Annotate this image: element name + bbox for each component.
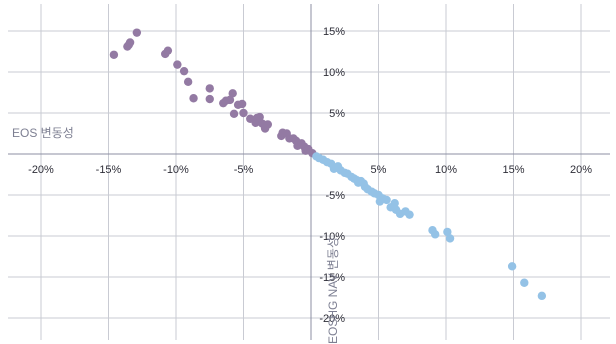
y-tick-label: 5% [329, 108, 345, 120]
data-point [443, 227, 452, 237]
data-point [255, 112, 264, 122]
x-tick-label: -5% [234, 164, 254, 176]
data-point [229, 109, 239, 119]
grid-lines [8, 4, 610, 340]
data-point [173, 60, 182, 69]
x-tick-label: 10% [435, 164, 457, 176]
x-tick-label: -10% [163, 164, 189, 176]
tick-labels: -20% -15% -10% -5% 5% 10% 15% 20% 15% 10% 5% -5% -10… [28, 26, 592, 325]
data-point [225, 95, 235, 105]
y-tick-label: 15% [323, 26, 345, 38]
data-point [205, 94, 214, 104]
data-point [390, 199, 399, 208]
data-point [537, 291, 547, 301]
x-tick-label: 20% [570, 164, 592, 176]
data-point [445, 234, 455, 243]
data-point [431, 230, 440, 239]
y-tick-label: -5% [325, 190, 345, 202]
y-tick-label: -20% [319, 313, 345, 325]
data-points [109, 28, 547, 301]
x-tick-label: 5% [371, 164, 387, 176]
data-point [125, 38, 135, 47]
data-point [382, 195, 391, 205]
x-axis-title: EOS 변동성 [12, 126, 74, 140]
data-point [179, 66, 189, 76]
data-point [405, 210, 414, 219]
x-tick-label: -20% [28, 164, 54, 176]
data-point [132, 28, 142, 37]
data-point [507, 262, 517, 271]
data-point [237, 99, 247, 109]
y-tick-label: -10% [319, 231, 345, 243]
y-tick-label: -15% [319, 272, 345, 284]
data-point [205, 84, 214, 93]
data-point [263, 120, 272, 129]
data-point [163, 46, 173, 55]
data-point [109, 50, 119, 59]
data-point [183, 77, 193, 87]
data-point [228, 89, 237, 98]
x-tick-label: -15% [96, 164, 122, 176]
y-tick-label: 10% [323, 67, 345, 79]
x-tick-label: 15% [502, 164, 524, 176]
data-point [520, 278, 529, 287]
data-point [189, 94, 198, 103]
data-point [239, 108, 248, 118]
y-axis-title: EOSHG NAV 변동성 [326, 237, 340, 344]
